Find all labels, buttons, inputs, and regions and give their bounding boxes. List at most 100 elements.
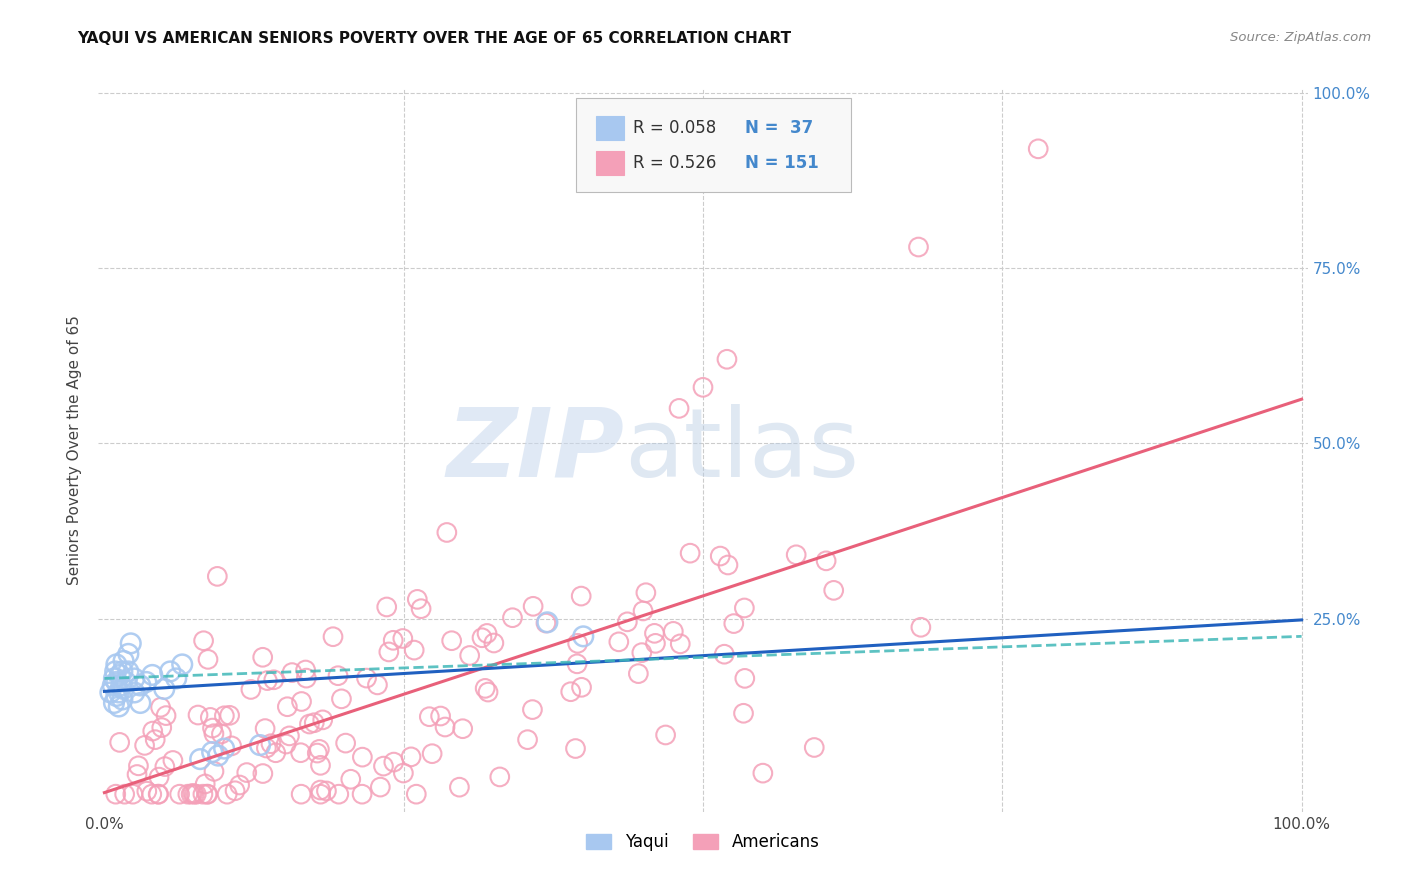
Point — [135, 784, 157, 798]
Point — [254, 741, 277, 756]
Point — [197, 787, 219, 801]
Point — [117, 647, 139, 661]
Point — [717, 558, 740, 572]
Text: atlas: atlas — [624, 404, 859, 497]
Point — [418, 709, 440, 723]
Point — [276, 699, 298, 714]
Point — [141, 787, 163, 801]
Point — [679, 546, 702, 560]
Point — [631, 604, 654, 618]
Point — [181, 786, 204, 800]
Point — [112, 681, 135, 696]
Point — [148, 787, 170, 801]
Point — [162, 754, 184, 768]
Text: N = 151: N = 151 — [745, 154, 818, 172]
Point — [148, 770, 170, 784]
Point — [195, 787, 218, 801]
Point — [188, 752, 211, 766]
Point — [212, 741, 235, 756]
Point — [193, 633, 215, 648]
Point — [716, 352, 738, 367]
Legend: Yaqui, Americans: Yaqui, Americans — [579, 826, 827, 857]
Point — [256, 673, 278, 688]
Point — [420, 747, 443, 761]
Point — [209, 727, 232, 741]
Point — [382, 633, 405, 648]
Point — [276, 737, 298, 751]
Point — [224, 784, 246, 798]
Point — [260, 737, 283, 751]
Point — [254, 722, 277, 736]
Point — [405, 787, 427, 801]
Point — [571, 681, 593, 695]
Point — [451, 722, 474, 736]
Point — [370, 780, 392, 794]
Point — [187, 708, 209, 723]
Point — [149, 700, 172, 714]
Point — [516, 732, 538, 747]
Point — [308, 742, 330, 756]
Point — [194, 777, 217, 791]
Text: ZIP: ZIP — [447, 404, 624, 497]
Point — [200, 710, 222, 724]
Point — [207, 748, 229, 763]
Point — [172, 657, 194, 672]
Point — [356, 671, 378, 685]
Point — [339, 772, 361, 787]
Point — [815, 554, 838, 568]
Point — [127, 759, 149, 773]
Point — [522, 703, 544, 717]
Text: Source: ZipAtlas.com: Source: ZipAtlas.com — [1230, 31, 1371, 45]
Point — [252, 766, 274, 780]
Point — [236, 765, 259, 780]
Point — [124, 672, 146, 686]
Point — [150, 721, 173, 735]
Point — [488, 770, 510, 784]
Point — [105, 689, 128, 703]
Point — [294, 663, 316, 677]
Y-axis label: Seniors Poverty Over the Age of 65: Seniors Poverty Over the Age of 65 — [67, 316, 83, 585]
Point — [330, 691, 353, 706]
Point — [202, 764, 225, 779]
Point — [328, 787, 350, 801]
Point — [134, 739, 156, 753]
Point — [165, 672, 187, 686]
Point — [100, 685, 122, 699]
Text: YAQUI VS AMERICAN SENIORS POVERTY OVER THE AGE OF 65 CORRELATION CHART: YAQUI VS AMERICAN SENIORS POVERTY OVER T… — [77, 31, 792, 46]
Point — [471, 631, 494, 645]
Point — [309, 783, 332, 797]
Point — [249, 738, 271, 752]
Point — [352, 787, 374, 801]
Point — [298, 717, 321, 731]
Point — [290, 787, 312, 801]
Point — [120, 636, 142, 650]
Point — [197, 652, 219, 666]
Point — [153, 759, 176, 773]
Point — [522, 599, 544, 614]
Point — [616, 615, 638, 629]
Point — [217, 787, 239, 801]
Point — [315, 784, 337, 798]
Point — [392, 632, 415, 646]
Point — [366, 678, 388, 692]
Point — [228, 778, 250, 792]
Point — [668, 401, 690, 416]
Point — [375, 599, 398, 614]
Point — [733, 601, 755, 615]
Point — [501, 611, 523, 625]
Point — [654, 728, 676, 742]
Point — [155, 708, 177, 723]
Point — [662, 624, 685, 639]
Point — [278, 729, 301, 743]
Point — [104, 665, 127, 679]
Point — [281, 665, 304, 680]
Point — [560, 684, 582, 698]
Point — [627, 666, 650, 681]
Point — [221, 739, 243, 753]
Point — [103, 672, 125, 686]
Point — [312, 713, 335, 727]
Point — [404, 643, 426, 657]
Point — [105, 657, 128, 672]
Point — [474, 681, 496, 696]
Point — [692, 380, 714, 394]
